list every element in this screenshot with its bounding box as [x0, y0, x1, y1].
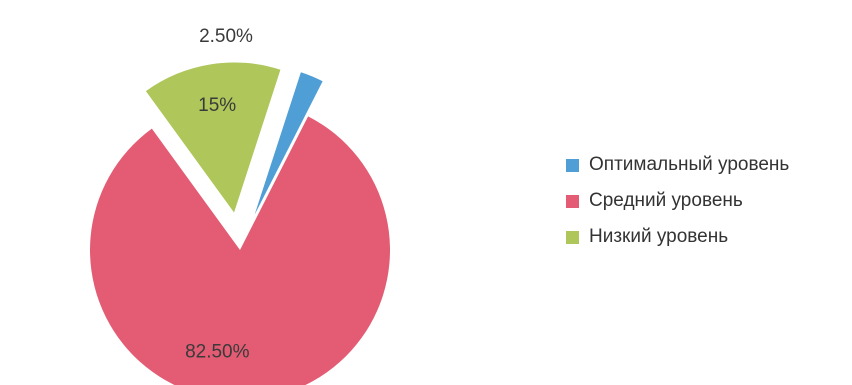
legend-label-low: Низкий уровень: [589, 226, 729, 247]
slice-label-medium: 82.50%: [185, 341, 250, 362]
slice-label-low: 15%: [198, 95, 236, 116]
legend-swatch-optimal: [566, 158, 579, 172]
legend-item-medium: Средний уровень: [566, 190, 789, 212]
legend-item-optimal: Оптимальный уровень: [566, 154, 789, 176]
slice-label-optimal: 2.50%: [199, 26, 253, 47]
legend-label-optimal: Оптимальный уровень: [589, 154, 790, 175]
chart-legend: Оптимальный уровень Средний уровень Низк…: [566, 154, 789, 262]
legend-swatch-low: [566, 230, 579, 244]
pie-slice-medium: [89, 116, 390, 385]
legend-swatch-medium: [566, 194, 579, 208]
pie-slice-low: [145, 62, 281, 213]
legend-label-medium: Средний уровень: [589, 190, 743, 211]
pie-slice-optimal: [254, 72, 323, 215]
legend-item-low: Низкий уровень: [566, 226, 789, 248]
